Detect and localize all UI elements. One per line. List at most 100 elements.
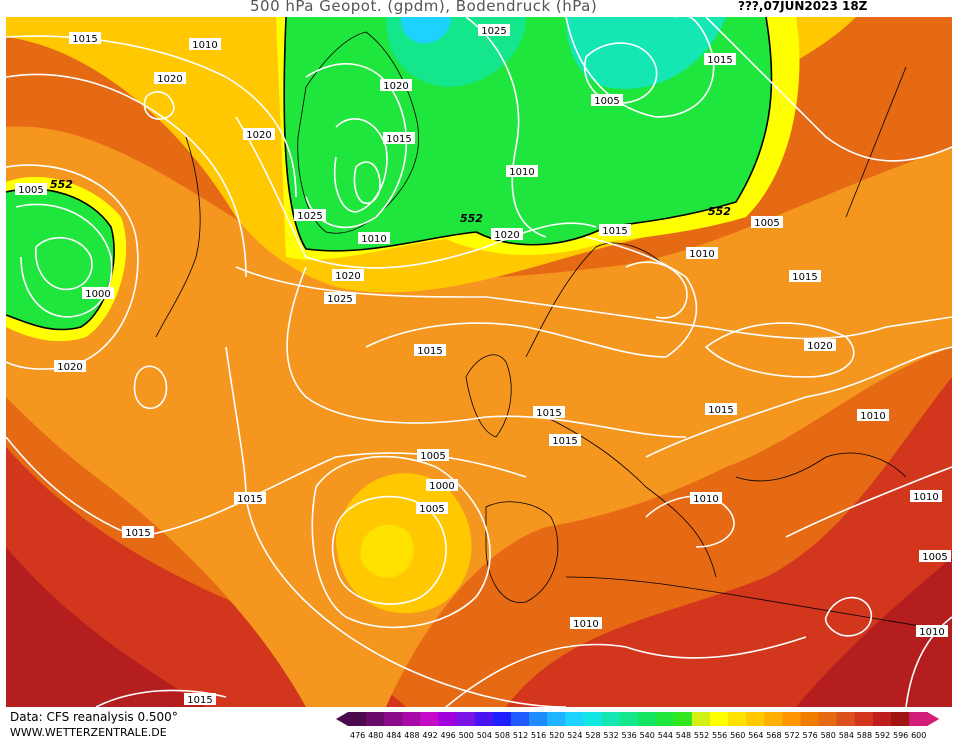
isobar-label: 1010 <box>506 165 538 178</box>
isobar-1005-atlantic <box>311 455 491 629</box>
legend-swatch <box>438 712 458 726</box>
isobar-label-text: 1005 <box>419 504 444 515</box>
isobar-label-box <box>478 24 510 36</box>
isobar-1005-se <box>905 616 952 707</box>
legend-swatch <box>583 712 602 726</box>
isobar-label-box <box>189 38 221 50</box>
isobar-label: 1025 <box>478 24 510 37</box>
isobar-label: 1020 <box>804 339 836 352</box>
legend-swatch <box>529 712 548 726</box>
isobar-label-text: 1020 <box>246 130 271 141</box>
isobar-label-text: 1020 <box>383 81 408 92</box>
isobar-label-box <box>919 550 951 562</box>
isobar-label-box <box>15 183 47 195</box>
isobar-label-text: 1020 <box>335 271 360 282</box>
legend-swatch <box>764 712 783 726</box>
isobar-1010-east <box>785 466 952 538</box>
isobar-label-box <box>184 693 216 705</box>
isobar-label-box <box>857 409 889 421</box>
legend-label: 544 <box>658 731 673 740</box>
legend-label: 552 <box>694 731 709 740</box>
isobar-label-text: 1015 <box>386 134 411 145</box>
isobar-1010-north-2 <box>565 17 715 118</box>
isobar-label-text: 1010 <box>913 492 938 503</box>
isobar-label-box <box>704 53 736 65</box>
isobar-label-text: 1005 <box>594 96 619 107</box>
isobar-label-box <box>789 270 821 282</box>
isobar-label: 1015 <box>549 434 581 447</box>
isobar-label: 1015 <box>234 492 266 505</box>
legend-swatch <box>710 712 729 726</box>
isobar-label-text: 1015 <box>72 34 97 45</box>
isobar-label: 1015 <box>599 224 631 237</box>
legend-swatch <box>547 712 566 726</box>
isobar-label: 1020 <box>243 128 275 141</box>
isobar-label-text: 1025 <box>481 26 506 37</box>
isobar-label-text: 1010 <box>689 249 714 260</box>
color-legend: 476 480 484 488 492 496 500 504 508 512 516 520 524 5… <box>336 712 940 740</box>
isobar-label: 1010 <box>857 409 889 422</box>
legend-label: 524 <box>567 731 582 740</box>
isobar-label: 1005 <box>15 183 47 196</box>
isobar-label-text: 1015 <box>237 494 262 505</box>
legend-label: 516 <box>531 731 546 740</box>
legend-swatch <box>384 712 403 726</box>
legend-label: 572 <box>784 731 799 740</box>
isobar-label-text: 1015 <box>707 55 732 66</box>
isobar-label: 1010 <box>189 38 221 51</box>
data-source: Data: CFS reanalysis 0.500° <box>10 710 178 724</box>
isobar-label-text: 1010 <box>860 411 885 422</box>
isobar-1015-north-2 <box>465 17 547 238</box>
isobar-label: 1005 <box>751 216 783 229</box>
legend-label: 540 <box>640 731 655 740</box>
isobar-label-box <box>122 526 154 538</box>
isobar-1015-east <box>645 346 952 458</box>
isobar-label: 1020 <box>154 72 186 85</box>
legend-label: 548 <box>676 731 691 740</box>
isobar-label-box <box>417 449 449 461</box>
legend-swatch <box>818 712 838 726</box>
isobar-label-box <box>380 79 412 91</box>
isobar-label: 1015 <box>383 132 415 145</box>
legend-label: 512 <box>513 731 528 740</box>
isobar-label: 1010 <box>916 625 948 638</box>
legend-label: 560 <box>730 731 745 740</box>
isobar-label: 1015 <box>122 526 154 539</box>
isobar-1005-north <box>584 42 658 104</box>
isobar-label: 1020 <box>380 79 412 92</box>
isobar-label: 1015 <box>789 270 821 283</box>
legend-swatch <box>782 712 801 726</box>
coastlines <box>155 31 927 628</box>
isobar-label-text: 1015 <box>125 528 150 539</box>
isobar-labels: 1015 1010 1020 1025 1005 1000 1020 1015 1010 1005… <box>15 24 951 706</box>
isobar-label: 1005 <box>591 94 623 107</box>
yellow-low-atlantic <box>360 524 414 578</box>
isobar-label-box <box>591 94 623 106</box>
isobar-label: 1000 <box>426 479 458 492</box>
legend-swatch <box>474 712 494 726</box>
isobar-1015-central <box>286 266 687 438</box>
legend-swatch <box>565 712 584 726</box>
legend-label: 520 <box>549 731 564 740</box>
isobar-1005-east <box>824 596 872 637</box>
contour-label-552-1: 552 <box>50 178 73 191</box>
isobar-1025-band <box>235 116 597 269</box>
isobar-greenland-3 <box>353 161 381 204</box>
legend-swatch <box>366 712 385 726</box>
isobar-label: 1005 <box>919 550 951 563</box>
isobar-1005-nw <box>133 365 168 409</box>
isobar-label-text: 1020 <box>57 362 82 373</box>
isobar-label: 1015 <box>69 32 101 45</box>
legend-swatch <box>691 712 711 726</box>
isobar-label-box <box>533 406 565 418</box>
legend-swatch <box>655 712 675 726</box>
isobar-label-text: 1025 <box>327 294 352 305</box>
isobar-label-text: 1010 <box>573 619 598 630</box>
legend-swatch <box>872 712 892 726</box>
map-title: 500 hPa Geopot. (gpdm), Bodendruck (hPa) <box>250 0 598 15</box>
isobar-label: 1015 <box>414 344 446 357</box>
isobar-1020-scand <box>625 261 688 319</box>
isobar-label-box <box>234 492 266 504</box>
legend-swatch <box>746 712 765 726</box>
legend-label: 576 <box>803 731 818 740</box>
